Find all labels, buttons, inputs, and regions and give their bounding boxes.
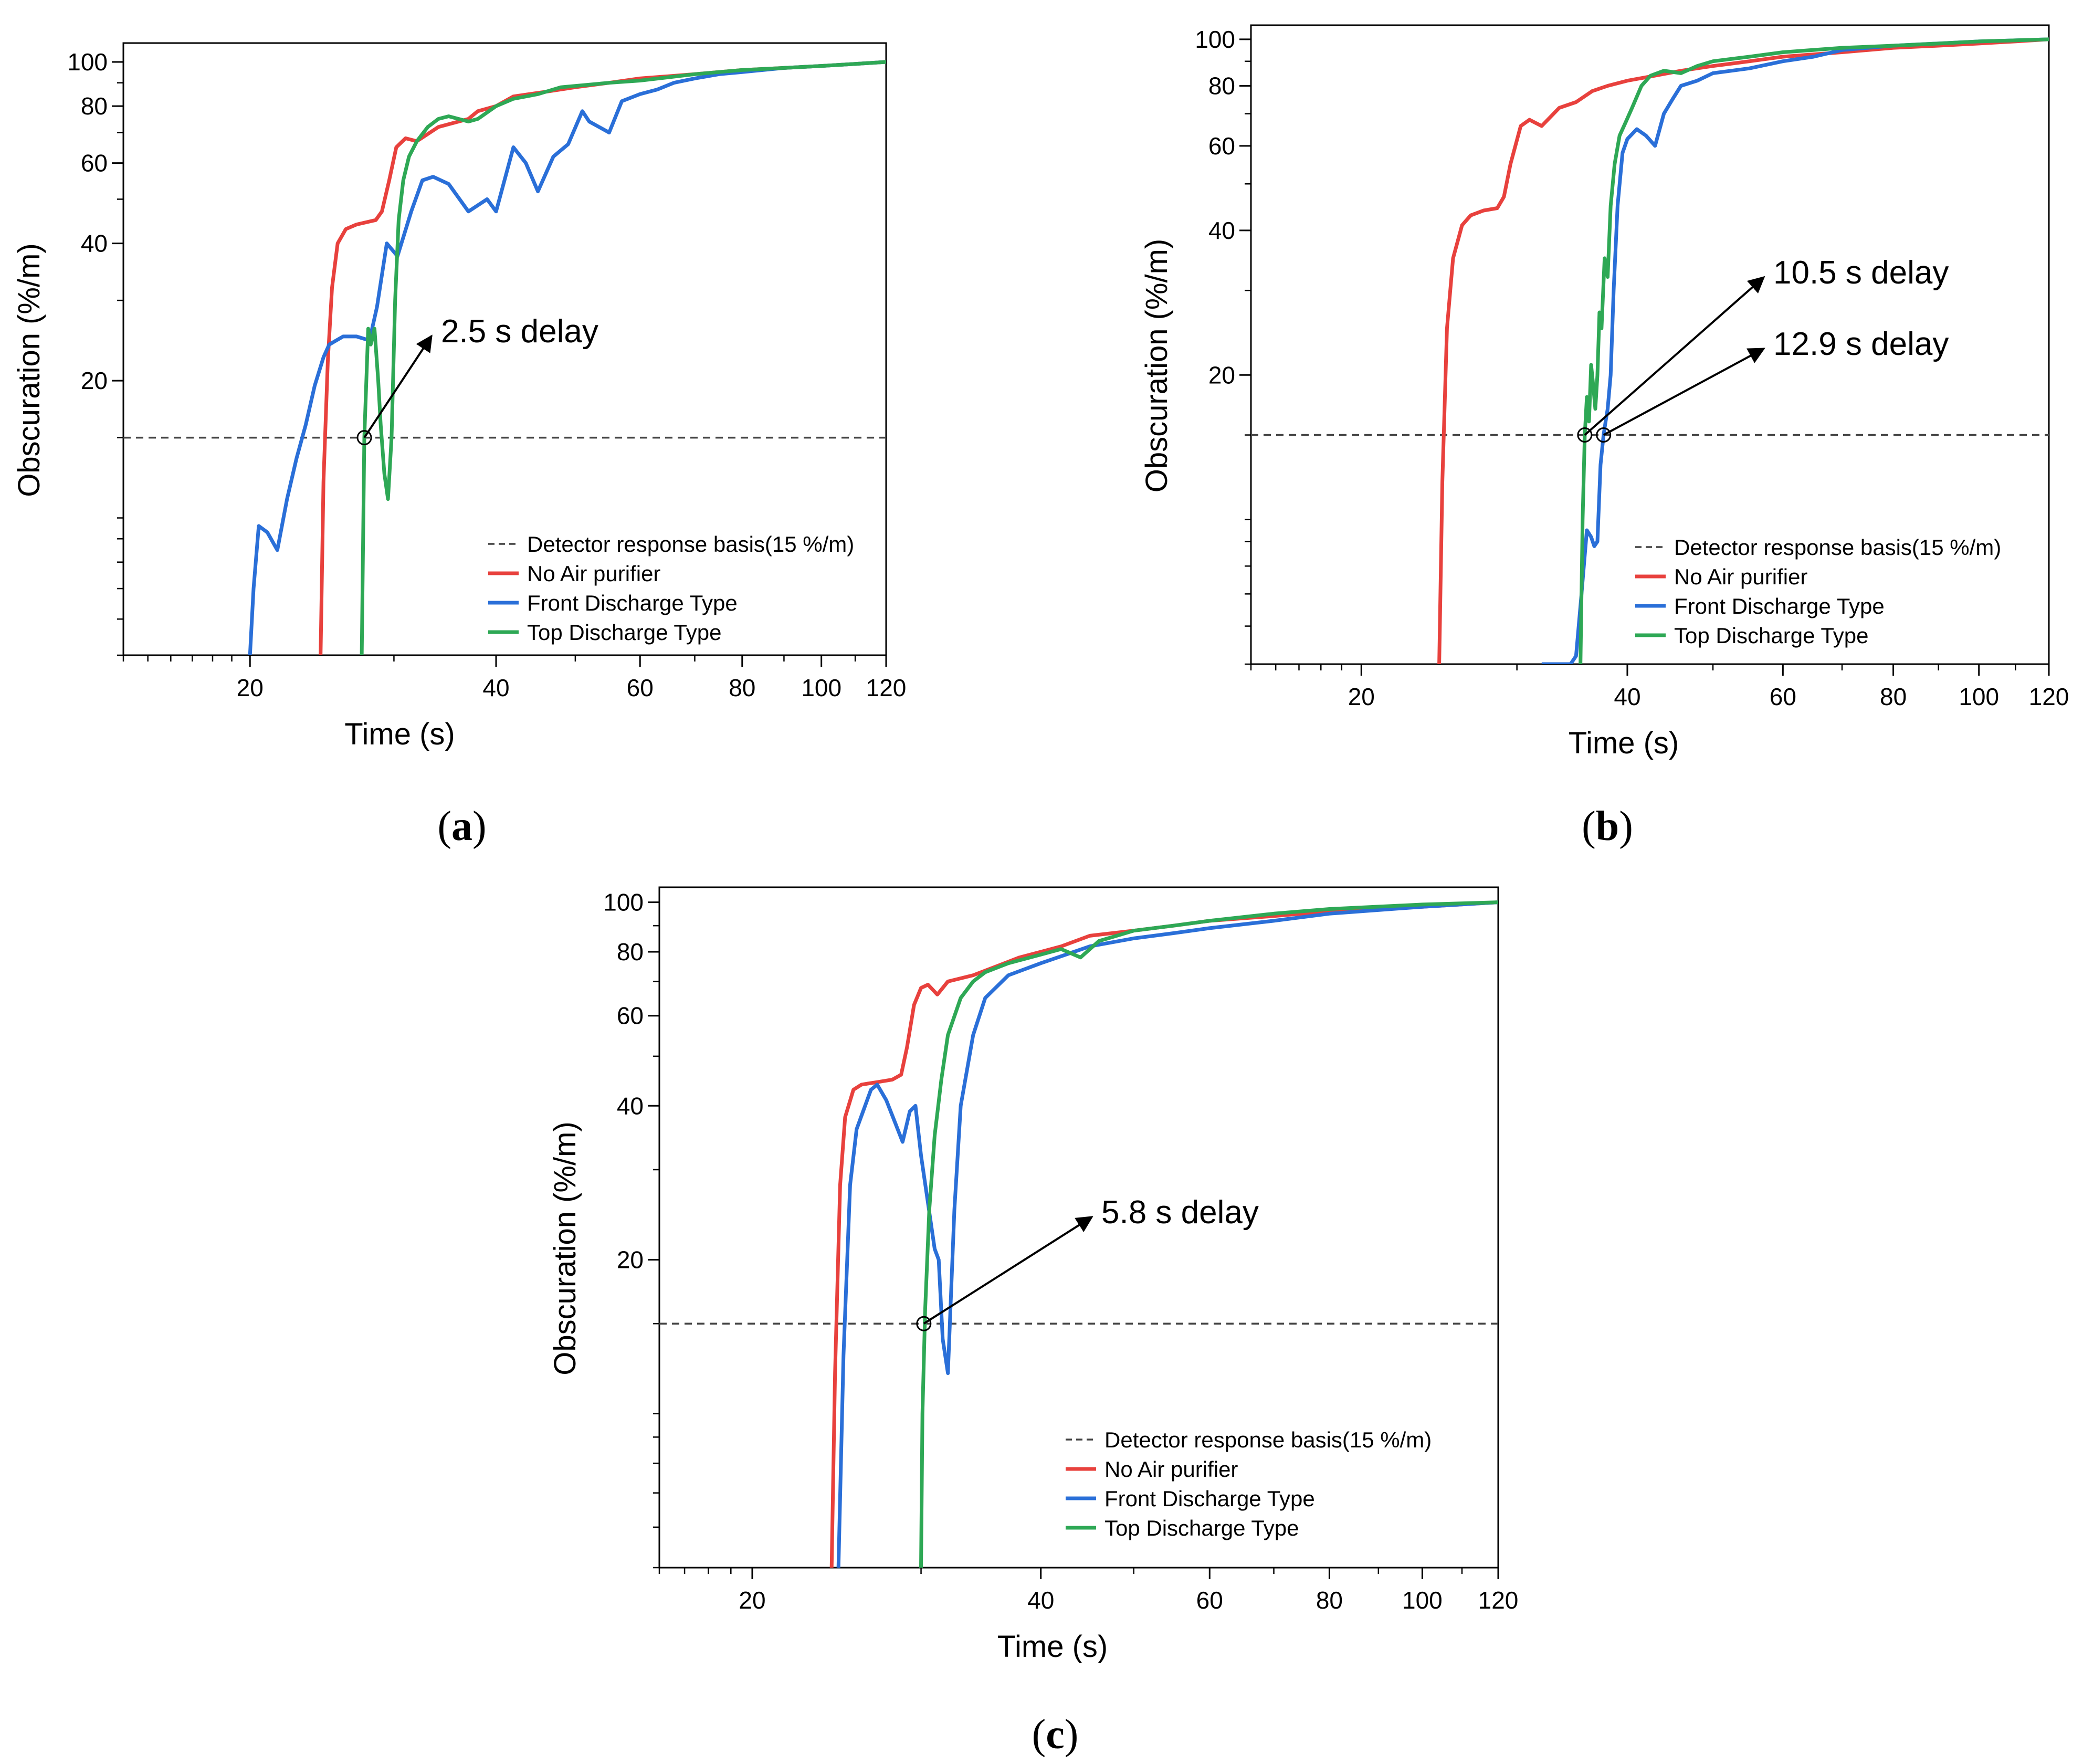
annotation-arrow [1603,348,1765,436]
legend-label: Top Discharge Type [1674,623,1868,648]
x-tick-label: 40 [482,674,509,701]
x-tick-label: 80 [729,674,755,701]
y-tick-label: 80 [617,938,644,965]
y-tick-label: 100 [1195,26,1235,53]
annotation-label: 12.9 s delay [1773,326,1949,362]
annotation-label: 2.5 s delay [441,313,598,350]
y-tick-label: 100 [603,889,644,916]
x-tick-label: 100 [1402,1587,1443,1614]
legend-label: Detector response basis(15 %/m) [1674,535,2001,560]
x-tick-label: 20 [739,1587,765,1614]
legend-label: Detector response basis(15 %/m) [1104,1427,1432,1452]
annotation-arrow [923,1216,1093,1325]
x-axis-title: Time (s) [997,1630,1108,1664]
legend-label: Top Discharge Type [1104,1516,1299,1540]
x-tick-label: 80 [1880,683,1907,710]
y-tick-label: 80 [81,92,108,120]
x-tick-label: 100 [801,674,841,701]
y-tick-label: 60 [81,150,108,177]
x-tick-label: 60 [1196,1587,1223,1614]
y-tick-label: 40 [617,1092,644,1119]
panel-label: (c) [1032,1712,1079,1758]
x-tick-label: 80 [1316,1587,1343,1614]
x-tick-label: 120 [2029,683,2069,710]
legend: Detector response basis(15 %/m) No Air pu… [1066,1427,1432,1540]
series-line-front-discharge-type [248,60,886,655]
y-tick-label: 80 [1208,72,1235,100]
y-tick-label: 20 [617,1246,644,1274]
annotation-label: 5.8 s delay [1101,1194,1259,1231]
x-axis-title: Time (s) [344,717,455,751]
series-line-front-discharge-type [1541,37,2049,664]
legend-label: Front Discharge Type [527,591,738,615]
x-tick-label: 20 [237,674,264,701]
y-tick-label: 60 [1208,132,1235,160]
x-tick-label: 120 [866,674,907,701]
x-tick-label: 20 [1348,683,1375,710]
x-tick-label: 40 [1614,683,1640,710]
annotation-label: 10.5 s delay [1773,255,1949,291]
x-tick-label: 60 [1770,683,1796,710]
x-tick-label: 120 [1478,1587,1519,1614]
legend-label: Front Discharge Type [1104,1486,1315,1511]
chart-panel-a: 20 40 60 80 100 120 20 40 60 80 100 Time (s) Obscura… [12,42,907,849]
y-axis-title: Obscuration (%/m) [12,243,46,497]
series-line-front-discharge-type [836,900,1498,1568]
y-tick-label: 20 [81,367,108,394]
crossing-marker [356,430,372,446]
plot-frame [658,886,1499,1569]
legend-label: No Air purifier [527,561,660,586]
annotation-arrow [1584,276,1765,436]
chart-panel-b: 20 40 60 80 100 120 20 40 60 80 100 Time (s) Obscura… [1140,24,2069,849]
series-line-top-discharge-type [360,60,886,655]
chart-panel-c: 20 40 60 80 100 120 20 40 60 80 100 Time (s) Obscura… [548,886,1519,1758]
legend: Detector response basis(15 %/m) No Air pu… [488,532,854,645]
crossing-marker [1596,427,1612,443]
crossing-marker [1577,427,1593,443]
legend-label: Front Discharge Type [1674,594,1885,618]
y-tick-label: 100 [67,48,108,76]
x-tick-label: 60 [627,674,654,701]
legend-label: Detector response basis(15 %/m) [527,532,854,556]
x-tick-label: 100 [1959,683,1999,710]
legend-label: No Air purifier [1104,1457,1238,1482]
legend-label: No Air purifier [1674,564,1807,589]
annotation-arrow [363,334,433,438]
y-tick-label: 40 [81,230,108,257]
y-axis-title: Obscuration (%/m) [548,1121,582,1375]
legend-label: Top Discharge Type [527,620,721,645]
series-line-no-air-purifier [1437,37,2049,664]
plot-frame [1250,24,2050,665]
legend: Detector response basis(15 %/m) No Air pu… [1635,535,2001,648]
plot-frame [122,42,887,656]
y-axis-title: Obscuration (%/m) [1140,239,1174,492]
y-tick-label: 20 [1208,361,1235,388]
x-axis-title: Time (s) [1569,726,1679,760]
panel-label: (b) [1582,803,1633,849]
panel-label: (a) [437,803,486,849]
series-line-top-discharge-type [1579,37,2049,664]
crossing-marker [916,1316,932,1331]
y-tick-label: 40 [1208,217,1235,244]
x-tick-label: 40 [1027,1587,1054,1614]
y-tick-label: 60 [617,1002,644,1030]
series-line-top-discharge-type [919,900,1498,1568]
